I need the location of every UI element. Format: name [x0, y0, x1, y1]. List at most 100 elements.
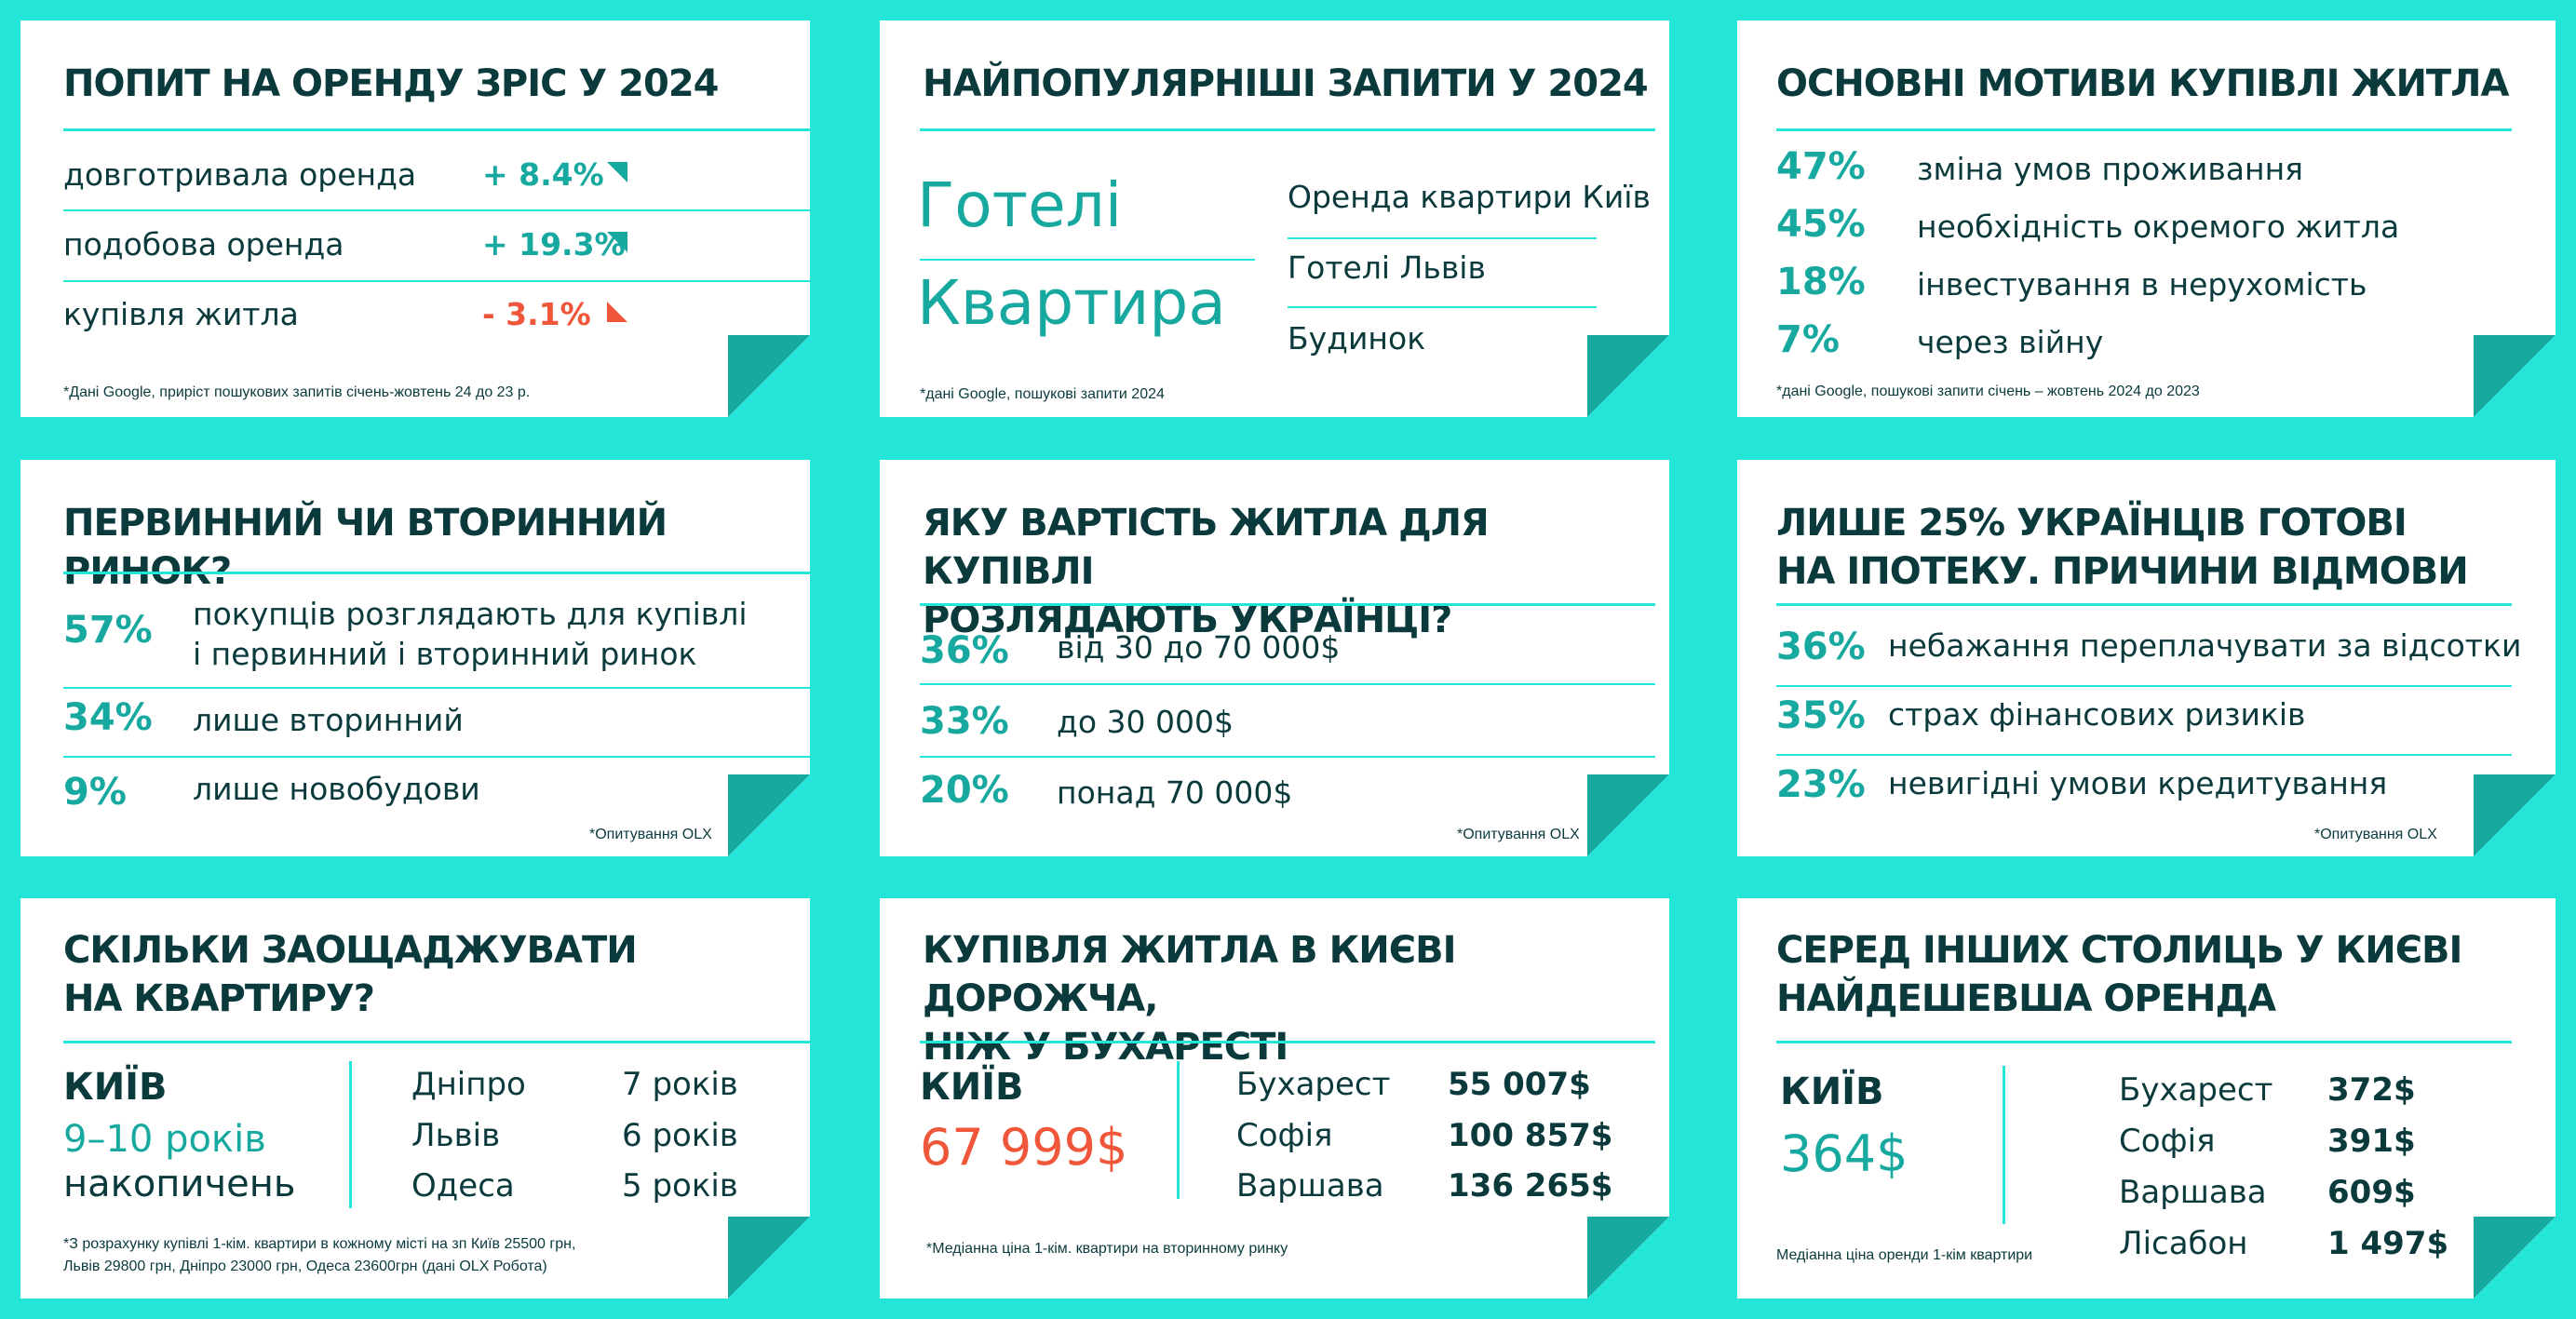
price-pct: 36%: [920, 629, 1009, 672]
city-name: Бухарест: [1236, 1066, 1391, 1103]
market-label: лише вторинний: [193, 702, 464, 738]
divider: [1288, 237, 1597, 239]
refusal-label: невигідні умови кредитування: [1888, 765, 2388, 801]
card-title: ПЕРВИННИЙ ЧИ ВТОРИННИЙ РИНОК?: [63, 502, 668, 593]
kyiv-sub: накопичень: [63, 1163, 296, 1205]
vertical-divider: [349, 1061, 352, 1208]
card-rent-price: СЕРЕД ІНШИХ СТОЛИЦЬ У КИЄВІ НАЙДЕШЕВША О…: [1737, 898, 2556, 1299]
query-item: Будинок: [1288, 320, 1426, 357]
footnote: *Опитування OLX: [589, 827, 712, 842]
divider: [63, 209, 810, 211]
city-price: 100 857$: [1448, 1117, 1613, 1154]
market-pct: 57%: [63, 609, 153, 652]
card-popular-queries: НАЙПОПУЛЯРНІШІ ЗАПИТИ У 2024 Готелі Квар…: [880, 20, 1669, 417]
card-savings-time: СКІЛЬКИ ЗАОЩАДЖУВАТИ НА КВАРТИРУ? КИЇВ 9…: [20, 898, 810, 1299]
top-query-apartment: Квартира: [917, 267, 1226, 339]
city-years: 6 років: [622, 1117, 738, 1154]
divider: [63, 280, 810, 282]
divider: [1776, 603, 2512, 606]
refusal-pct: 35%: [1776, 694, 1866, 737]
motive-pct: 18%: [1776, 261, 1866, 303]
refusal-pct: 36%: [1776, 626, 1866, 668]
motive-label: зміна умов проживання: [1917, 151, 2304, 187]
kyiv-label: КИЇВ: [63, 1066, 168, 1109]
card-price-range: ЯКУ ВАРТІСТЬ ЖИТЛА ДЛЯ КУПІВЛІ РОЗЛЯДАЮТ…: [880, 460, 1669, 856]
card-title: СКІЛЬКИ ЗАОЩАДЖУВАТИ НА КВАРТИРУ?: [63, 929, 638, 1020]
footnote: *Медіанна ціна 1-кім. квартири на вторин…: [926, 1241, 1288, 1257]
query-item: Оренда квартири Київ: [1288, 179, 1651, 215]
card-rent-demand: ПОПИТ НА ОРЕНДУ ЗРІС У 2024 довготривала…: [20, 20, 810, 417]
divider: [63, 128, 810, 131]
city-name: Одеса: [411, 1167, 515, 1205]
row-label: подобова оренда: [63, 226, 344, 262]
kyiv-price: 364$: [1780, 1124, 1908, 1183]
row-label: купівля житла: [63, 296, 299, 332]
divider: [920, 603, 1655, 606]
card-primary-secondary-market: ПЕРВИННИЙ ЧИ ВТОРИННИЙ РИНОК? 57% покупц…: [20, 460, 810, 856]
refusal-label: небажання переплачувати за відсотки: [1888, 627, 2522, 664]
motive-pct: 45%: [1776, 203, 1866, 246]
city-price: 55 007$: [1448, 1066, 1591, 1103]
card-mortgage-refusal: ЛИШЕ 25% УКРАЇНЦІВ ГОТОВІ НА ІПОТЕКУ. ПР…: [1737, 460, 2556, 856]
market-label: лише новобудови: [193, 771, 480, 807]
kyiv-years: 9–10 років: [63, 1118, 266, 1161]
divider: [1776, 128, 2512, 131]
card-title: ЯКУ ВАРТІСТЬ ЖИТЛА ДЛЯ КУПІВЛІ РОЗЛЯДАЮТ…: [923, 502, 1490, 641]
row-value: - 3.1%: [482, 296, 591, 332]
divider: [63, 756, 810, 758]
city-name: Лісабон: [2119, 1225, 2248, 1262]
trend-down-icon: [607, 302, 627, 322]
city-name: Бухарест: [2119, 1071, 2273, 1109]
card-title: НАЙПОПУЛЯРНІШІ ЗАПИТИ У 2024: [923, 62, 1649, 105]
motive-pct: 7%: [1776, 318, 1840, 361]
city-price: 136 265$: [1448, 1167, 1613, 1205]
divider: [63, 687, 810, 689]
price-label: понад 70 000$: [1057, 774, 1293, 811]
city-years: 7 років: [622, 1066, 738, 1103]
trend-up-icon: [607, 162, 627, 182]
city-name: Львів: [411, 1117, 501, 1154]
motive-label: інвестування в нерухомість: [1917, 266, 2367, 303]
city-name: Дніпро: [411, 1066, 526, 1103]
kyiv-price: 67 999$: [920, 1118, 1128, 1177]
divider: [920, 756, 1655, 758]
city-name: Варшава: [1236, 1167, 1384, 1205]
city-price: 1 497$: [2327, 1225, 2449, 1262]
city-name: Варшава: [2119, 1174, 2267, 1211]
market-pct: 9%: [63, 771, 127, 814]
divider: [1776, 685, 2512, 687]
motive-label: через війну: [1917, 324, 2104, 360]
motive-pct: 47%: [1776, 145, 1866, 188]
city-name: Софія: [2119, 1123, 2216, 1160]
price-pct: 20%: [920, 769, 1009, 812]
divider: [63, 1041, 810, 1043]
divider: [920, 683, 1655, 685]
row-label: довготривала оренда: [63, 156, 417, 193]
divider: [1776, 754, 2512, 756]
kyiv-label: КИЇВ: [920, 1066, 1024, 1109]
card-title: СЕРЕД ІНШИХ СТОЛИЦЬ У КИЄВІ НАЙДЕШЕВША О…: [1776, 929, 2462, 1020]
price-pct: 33%: [920, 700, 1009, 743]
divider: [63, 572, 810, 574]
card-purchase-motives: ОСНОВНІ МОТИВИ КУПІВЛІ ЖИТЛА 47% зміна у…: [1737, 20, 2556, 417]
divider: [920, 128, 1655, 131]
divider: [920, 259, 1255, 261]
price-label: до 30 000$: [1057, 704, 1234, 740]
card-title: КУПІВЛЯ ЖИТЛА В КИЄВІ ДОРОЖЧА, НІЖ У БУХ…: [923, 929, 1456, 1069]
city-price: 609$: [2327, 1174, 2416, 1211]
vertical-divider: [1177, 1061, 1180, 1199]
footnote: *Опитування OLX: [2314, 827, 2437, 842]
divider: [920, 1041, 1655, 1043]
footnote: *дані Google, пошукові запити січень – ж…: [1776, 384, 2200, 399]
city-price: 391$: [2327, 1123, 2416, 1160]
divider: [1776, 1041, 2512, 1043]
row-value: + 19.3%: [482, 226, 626, 262]
footnote: *Дані Google, приріст пошукових запитів …: [63, 384, 531, 400]
city-name: Софія: [1236, 1117, 1333, 1154]
divider: [1288, 306, 1597, 308]
kyiv-label: КИЇВ: [1780, 1070, 1884, 1113]
card-purchase-price: КУПІВЛЯ ЖИТЛА В КИЄВІ ДОРОЖЧА, НІЖ У БУХ…: [880, 898, 1669, 1299]
footnote: Медіанна ціна оренди 1-кім квартири: [1776, 1247, 2033, 1263]
query-item: Готелі Львів: [1288, 249, 1486, 286]
footnote: *Опитування OLX: [1457, 827, 1580, 842]
